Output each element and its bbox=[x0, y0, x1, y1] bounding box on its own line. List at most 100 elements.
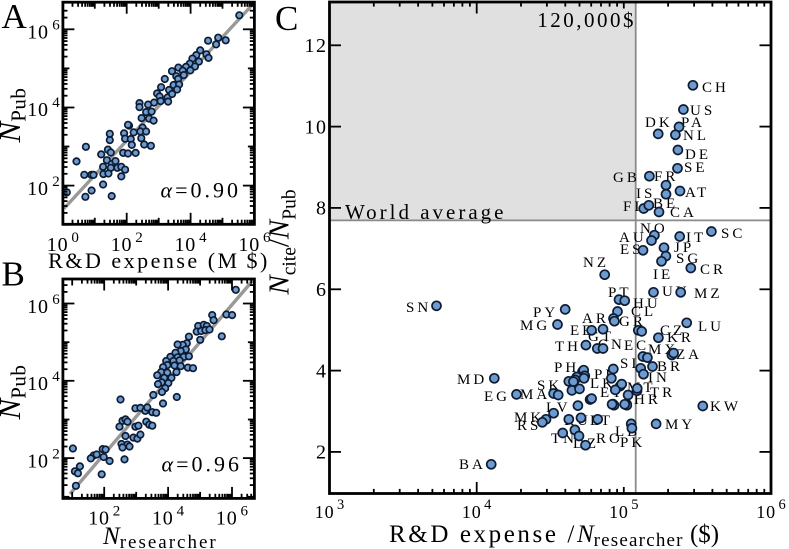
svg-text:FR: FR bbox=[654, 169, 678, 185]
svg-text:2: 2 bbox=[135, 230, 143, 246]
svg-text:0: 0 bbox=[71, 230, 79, 246]
svg-text:MD: MD bbox=[457, 372, 487, 388]
svg-text:CZ: CZ bbox=[660, 323, 685, 339]
svg-text:C: C bbox=[275, 0, 298, 38]
svg-text:LU: LU bbox=[698, 319, 724, 335]
svg-text:10: 10 bbox=[88, 507, 110, 529]
svg-text:10: 10 bbox=[315, 502, 335, 522]
svg-text:US: US bbox=[690, 103, 715, 119]
svg-text:4: 4 bbox=[177, 503, 185, 519]
svg-text:6: 6 bbox=[779, 497, 786, 513]
svg-text:4: 4 bbox=[199, 230, 207, 246]
svg-text:KW: KW bbox=[710, 399, 741, 415]
svg-text:HU: HU bbox=[633, 296, 661, 312]
svg-text:CR: CR bbox=[700, 262, 726, 278]
svg-text:10: 10 bbox=[756, 502, 776, 522]
svg-text:10: 10 bbox=[462, 502, 482, 522]
svg-text:10: 10 bbox=[27, 373, 49, 395]
svg-text:CL: CL bbox=[631, 304, 656, 320]
svg-text:10: 10 bbox=[27, 451, 49, 473]
svg-text:MZ: MZ bbox=[694, 286, 723, 302]
svg-text:5: 5 bbox=[631, 497, 638, 513]
svg-text:6: 6 bbox=[241, 503, 249, 519]
svg-text:PK: PK bbox=[620, 435, 645, 451]
svg-text:NZ: NZ bbox=[583, 255, 609, 271]
svg-text:8: 8 bbox=[316, 198, 328, 220]
svg-text:α=0.90: α=0.90 bbox=[161, 178, 241, 203]
svg-text:DE: DE bbox=[685, 147, 711, 163]
svg-text:IE: IE bbox=[653, 267, 673, 283]
svg-text:EC: EC bbox=[624, 338, 649, 354]
svg-text:ZA: ZA bbox=[676, 347, 702, 363]
svg-text:TN: TN bbox=[551, 431, 577, 447]
svg-text:CA: CA bbox=[670, 205, 697, 221]
svg-text:GB: GB bbox=[613, 170, 640, 186]
svg-text:10: 10 bbox=[216, 507, 238, 529]
svg-text:6: 6 bbox=[263, 230, 271, 246]
svg-text:MG: MG bbox=[520, 318, 550, 334]
svg-text:IS: IS bbox=[636, 186, 655, 202]
svg-text:12: 12 bbox=[305, 35, 328, 57]
svg-text:10: 10 bbox=[609, 502, 629, 522]
svg-text:A: A bbox=[2, 0, 28, 36]
svg-text:10: 10 bbox=[305, 116, 328, 138]
svg-text:AT: AT bbox=[685, 185, 709, 201]
svg-text:AU: AU bbox=[619, 230, 647, 246]
svg-text:RO: RO bbox=[596, 431, 623, 447]
svg-text:MY: MY bbox=[665, 417, 695, 433]
svg-text:NL: NL bbox=[683, 128, 709, 144]
svg-text:α=0.96: α=0.96 bbox=[162, 452, 242, 477]
svg-text:4: 4 bbox=[484, 497, 492, 513]
svg-text:TH: TH bbox=[555, 339, 581, 355]
svg-text:2: 2 bbox=[52, 447, 60, 463]
svg-text:FI: FI bbox=[623, 199, 642, 215]
svg-text:EE: EE bbox=[570, 323, 594, 339]
svg-text:SN: SN bbox=[406, 300, 431, 316]
svg-text:10: 10 bbox=[27, 178, 49, 200]
svg-text:4: 4 bbox=[52, 95, 60, 111]
svg-text:2: 2 bbox=[52, 174, 60, 190]
svg-text:6: 6 bbox=[52, 18, 60, 34]
svg-text:10: 10 bbox=[27, 296, 49, 318]
svg-text:JP: JP bbox=[674, 240, 694, 256]
svg-text:MA: MA bbox=[520, 387, 550, 403]
svg-text:IT: IT bbox=[686, 230, 706, 246]
svg-text:RS: RS bbox=[517, 418, 541, 434]
svg-text:10: 10 bbox=[47, 234, 69, 256]
svg-text:R&D expense (M $): R&D expense (M $) bbox=[48, 248, 270, 273]
svg-text:KR: KR bbox=[667, 330, 694, 346]
svg-text:BA: BA bbox=[459, 457, 486, 473]
svg-text:SE: SE bbox=[684, 160, 708, 176]
svg-text:10: 10 bbox=[111, 234, 133, 256]
svg-text:MK: MK bbox=[514, 410, 544, 426]
svg-text:SC: SC bbox=[721, 226, 745, 242]
svg-text:10: 10 bbox=[175, 234, 197, 256]
svg-text:EG: EG bbox=[484, 389, 510, 405]
svg-text:SI: SI bbox=[620, 356, 639, 372]
svg-text:HR: HR bbox=[634, 392, 661, 408]
svg-text:6: 6 bbox=[52, 292, 60, 308]
svg-text:10: 10 bbox=[27, 22, 49, 44]
svg-text:3: 3 bbox=[337, 497, 344, 513]
svg-text:IN: IN bbox=[648, 370, 670, 386]
svg-text:6: 6 bbox=[316, 279, 328, 301]
svg-text:PA: PA bbox=[681, 115, 705, 131]
svg-text:PY: PY bbox=[533, 305, 558, 321]
svg-text:10: 10 bbox=[152, 507, 174, 529]
svg-text:4: 4 bbox=[52, 369, 60, 385]
svg-text:4: 4 bbox=[316, 360, 328, 382]
svg-text:B: B bbox=[2, 255, 25, 294]
svg-text:2: 2 bbox=[113, 503, 121, 519]
svg-text:TR: TR bbox=[650, 385, 675, 401]
svg-text:BR: BR bbox=[657, 359, 683, 375]
svg-text:PH: PH bbox=[554, 360, 579, 376]
svg-text:10: 10 bbox=[27, 99, 49, 121]
svg-text:ES: ES bbox=[620, 242, 644, 258]
svg-text:DK: DK bbox=[645, 115, 673, 131]
svg-text:World average: World average bbox=[345, 200, 507, 224]
svg-text:10: 10 bbox=[238, 234, 260, 256]
svg-text:120,000$: 120,000$ bbox=[537, 8, 636, 32]
svg-text:2: 2 bbox=[316, 442, 328, 464]
svg-text:AR: AR bbox=[582, 311, 609, 327]
svg-text:CH: CH bbox=[702, 80, 729, 96]
